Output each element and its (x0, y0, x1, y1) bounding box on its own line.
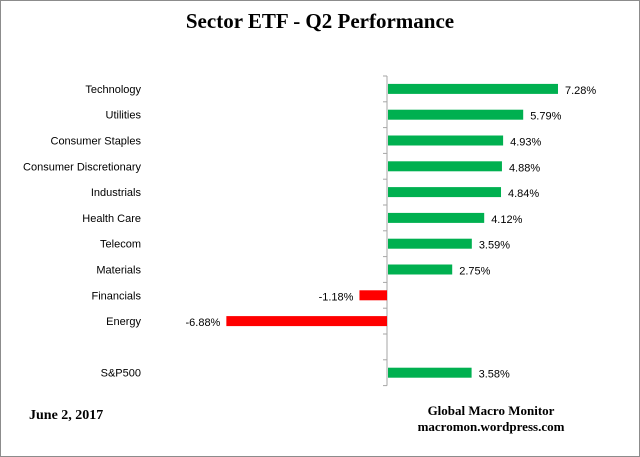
bar (226, 316, 387, 327)
data-label: 4.12% (491, 214, 522, 226)
data-label: 4.88% (509, 162, 540, 174)
data-label: 7.28% (565, 85, 596, 97)
bar (388, 264, 453, 275)
bar (388, 212, 485, 223)
data-label: 3.59% (479, 240, 510, 252)
data-label: -1.18% (319, 291, 354, 303)
bar (388, 161, 502, 172)
data-label: 2.75% (459, 266, 490, 278)
bar (388, 367, 472, 378)
source-credit: Global Macro Monitor macromon.wordpress.… (396, 403, 586, 435)
source-name: Global Macro Monitor (427, 403, 555, 418)
date-label: June 2, 2017 (29, 408, 104, 423)
category-label: Utilities (106, 110, 142, 122)
category-label: Materials (96, 265, 141, 277)
bar (388, 135, 504, 146)
data-label: 3.58% (479, 369, 510, 381)
data-label: 5.79% (530, 111, 561, 123)
bar (388, 238, 472, 249)
category-label: S&P500 (101, 368, 141, 380)
category-label: Health Care (82, 213, 141, 225)
bar (359, 290, 387, 301)
category-label: Telecom (100, 239, 141, 251)
category-label: Financials (91, 290, 141, 302)
category-label: Energy (106, 316, 141, 328)
source-url: macromon.wordpress.com (417, 419, 565, 434)
data-label: 4.93% (510, 137, 541, 149)
category-label: Consumer Discretionary (23, 161, 141, 173)
category-label: Consumer Staples (51, 136, 142, 148)
bar (388, 187, 502, 198)
chart-title: Sector ETF - Q2 Performance (185, 9, 455, 33)
bar (388, 109, 524, 120)
bar (388, 83, 558, 94)
category-label: Technology (85, 84, 141, 96)
data-label: -6.88% (185, 317, 220, 329)
data-label: 4.84% (508, 188, 539, 200)
category-label: Industrials (91, 187, 142, 199)
